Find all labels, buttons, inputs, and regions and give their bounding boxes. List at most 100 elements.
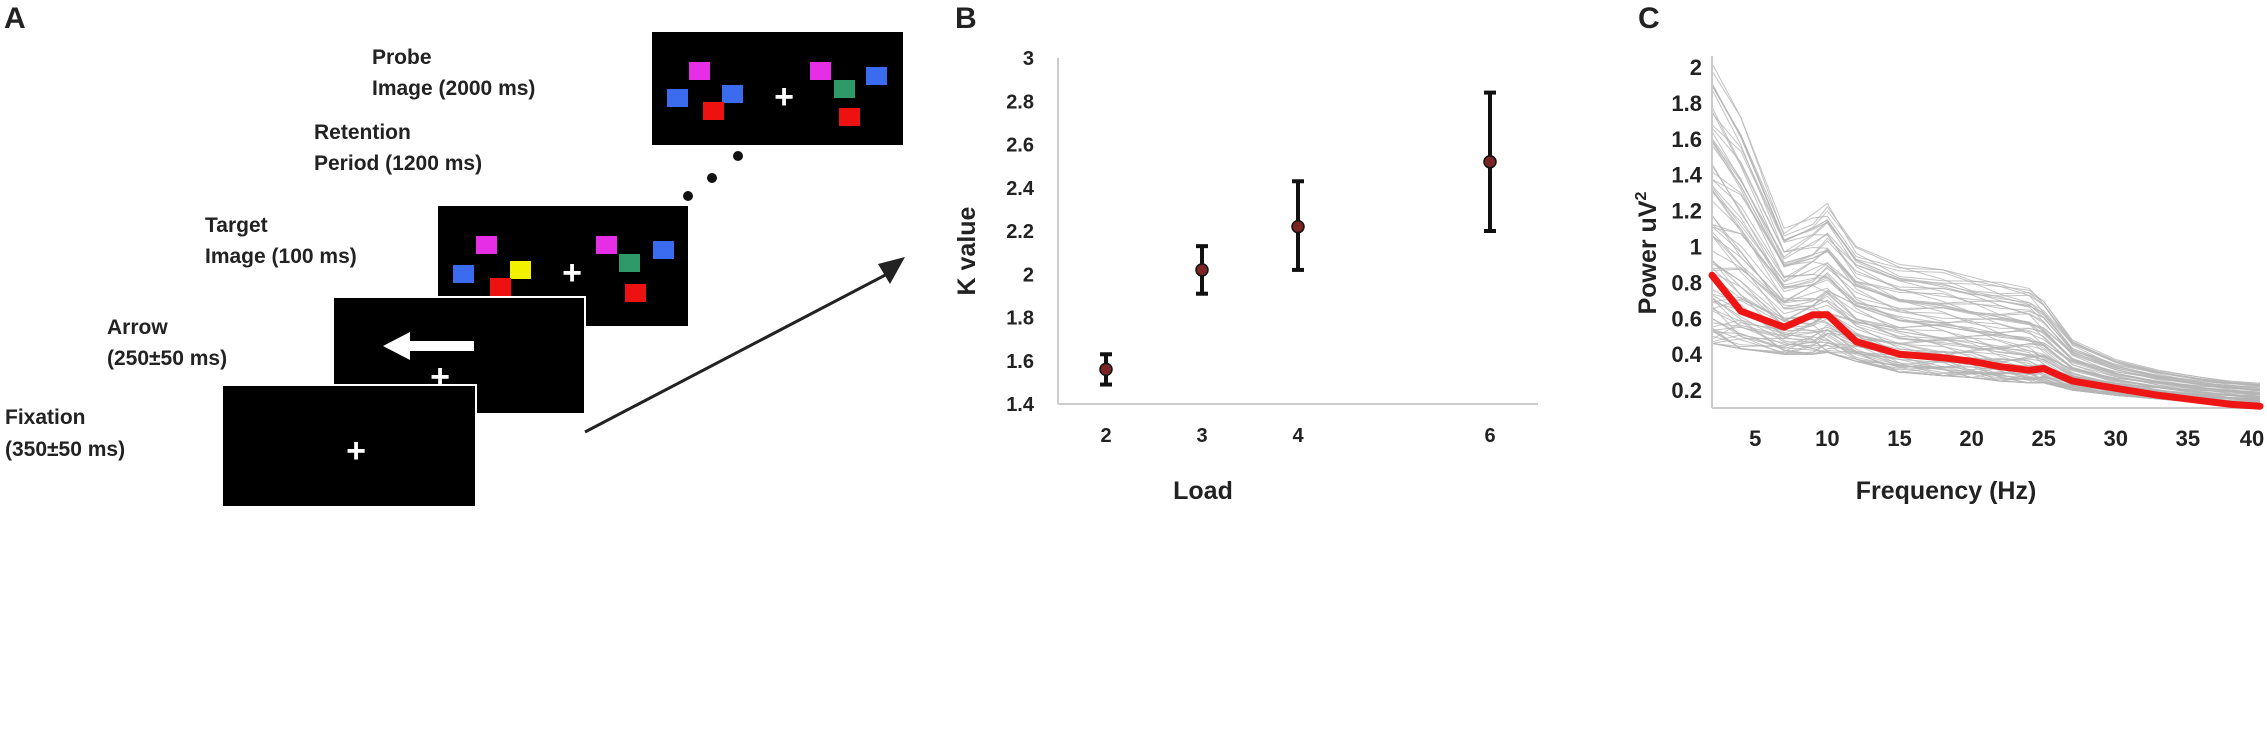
panel-b: B 1.4 1.6 1.8 2 2.2 2.4 2.6 2.8 3 2 3 4 6 Load K value xyxy=(953,2,1538,505)
probe-square-blue xyxy=(866,67,887,85)
y-tick-label: 1.4 xyxy=(1006,394,1035,416)
y-tick-label: 2 xyxy=(1023,264,1034,286)
fixation-cross: + xyxy=(346,432,366,470)
k-value-chart: 1.4 1.6 1.8 2 2.2 2.4 2.6 2.8 3 2 3 4 6 Load K value xyxy=(953,48,1538,505)
target-fixation-cross: + xyxy=(562,254,582,292)
probe-square-green xyxy=(834,80,855,98)
y-tick-label: 2.2 xyxy=(1006,221,1034,243)
retention-label-line2: Period (1200 ms) xyxy=(314,152,482,175)
x-axis-label: Load xyxy=(1173,477,1233,505)
probe-square-magenta xyxy=(810,62,831,80)
x-tick-label: 25 xyxy=(2031,426,2055,451)
mean-trace xyxy=(1708,271,2264,410)
retention-dots xyxy=(683,151,743,201)
target-square-green xyxy=(619,254,640,272)
x-tick-label: 6 xyxy=(1484,425,1495,447)
target-square-red xyxy=(490,278,511,296)
y-tick-label: 2.8 xyxy=(1006,91,1034,113)
probe-screen-bg xyxy=(652,32,903,145)
y-axis-label: K value xyxy=(953,206,981,295)
data-point xyxy=(1483,155,1497,169)
probe-square-red xyxy=(839,108,860,126)
x-tick-label: 20 xyxy=(1959,426,1983,451)
target-label-line1: Target xyxy=(205,214,268,237)
x-tick-label: 40 xyxy=(2240,426,2264,451)
individual-trace xyxy=(1711,141,2261,389)
target-square-yellow xyxy=(510,261,531,279)
fixation-screen-bg xyxy=(221,384,477,508)
individual-trace xyxy=(1711,84,2261,386)
y-axis-label-superscript: 2 xyxy=(1633,191,1650,200)
probe-square-magenta xyxy=(689,62,710,80)
individual-trace xyxy=(1711,186,2261,392)
individual-trace xyxy=(1711,141,2261,394)
x-tick-label: 10 xyxy=(1815,426,1839,451)
individual-trace xyxy=(1711,70,2261,384)
individual-traces xyxy=(1711,63,2261,407)
individual-trace xyxy=(1711,144,2261,390)
y-tick-label: 1.6 xyxy=(1671,127,1702,152)
panel-b-letter: B xyxy=(955,2,977,35)
fixation-label-line2: (350±50 ms) xyxy=(5,438,125,461)
target-square-magenta xyxy=(596,236,617,254)
data-point xyxy=(1195,263,1209,277)
x-tick-label: 30 xyxy=(2104,426,2128,451)
target-square-blue xyxy=(453,265,474,283)
probe-square-blue xyxy=(722,85,743,103)
sequence-arrow xyxy=(584,257,905,434)
individual-trace xyxy=(1711,84,2261,384)
individual-trace xyxy=(1711,214,2260,396)
panel-c-letter: C xyxy=(1638,2,1660,35)
individual-trace xyxy=(1711,200,2261,394)
probe-label-line2: Image (2000 ms) xyxy=(372,77,535,100)
target-square-blue xyxy=(653,241,674,259)
arrow-label-line1: Arrow xyxy=(107,316,168,339)
power-spectrum-chart: 0.20.40.60.811.21.41.61.825 10 15 20 25 30 35 4… xyxy=(1633,55,2264,505)
y-tick-label: 1.6 xyxy=(1006,351,1034,373)
y-axis-label: Power uV2 xyxy=(1633,191,1662,314)
y-tick-label: 3 xyxy=(1023,48,1034,70)
individual-trace xyxy=(1711,85,2261,387)
probe-label-line1: Probe xyxy=(372,46,432,69)
y-tick-label: 2.6 xyxy=(1006,135,1034,157)
arrow-label-line2: (250±50 ms) xyxy=(107,347,227,370)
individual-trace xyxy=(1711,63,2261,385)
left-arrow-icon xyxy=(383,332,474,360)
panel-c: C 0.20.40.60.811.21.41.61.825 10 15 20 25 30 3… xyxy=(1633,2,2264,505)
y-tick-label: 2 xyxy=(1690,55,1702,80)
y-tick-label: 0.8 xyxy=(1671,270,1702,295)
target-label-line2: Image (100 ms) xyxy=(205,245,357,268)
x-tick-label: 15 xyxy=(1887,426,1911,451)
data-point xyxy=(1291,219,1305,234)
y-tick-label: 1 xyxy=(1690,234,1702,259)
y-tick-label: 0.2 xyxy=(1671,378,1702,403)
fixation-label-line1: Fixation xyxy=(5,406,86,429)
x-tick-label: 35 xyxy=(2176,426,2200,451)
y-tick-label: 1.2 xyxy=(1671,199,1702,224)
individual-trace xyxy=(1711,163,2261,392)
panel-a: A + xyxy=(4,2,905,508)
target-square-red xyxy=(625,284,646,302)
y-tick-label: 0.6 xyxy=(1671,306,1702,331)
x-tick-label: 4 xyxy=(1292,425,1304,447)
data-point xyxy=(1099,362,1113,377)
probe-fixation-cross: + xyxy=(774,78,794,116)
target-square-magenta xyxy=(476,236,497,254)
y-tick-label: 1.8 xyxy=(1006,308,1034,330)
individual-trace xyxy=(1711,82,2261,386)
fixation-screen: + xyxy=(221,384,477,508)
individual-trace xyxy=(1711,268,2261,397)
probe-square-red xyxy=(703,102,724,120)
y-tick-label: 1.8 xyxy=(1671,91,1702,116)
x-tick-label: 5 xyxy=(1749,426,1761,451)
x-tick-label: 2 xyxy=(1100,425,1111,447)
panel-a-letter: A xyxy=(4,2,26,35)
x-tick-label: 3 xyxy=(1196,425,1207,447)
individual-trace xyxy=(1711,274,2261,403)
probe-square-blue xyxy=(667,89,688,107)
x-axis-label: Frequency (Hz) xyxy=(1856,477,2037,505)
y-tick-label: 2.4 xyxy=(1006,178,1035,200)
individual-trace xyxy=(1711,106,2261,387)
probe-screen: + xyxy=(652,32,903,145)
